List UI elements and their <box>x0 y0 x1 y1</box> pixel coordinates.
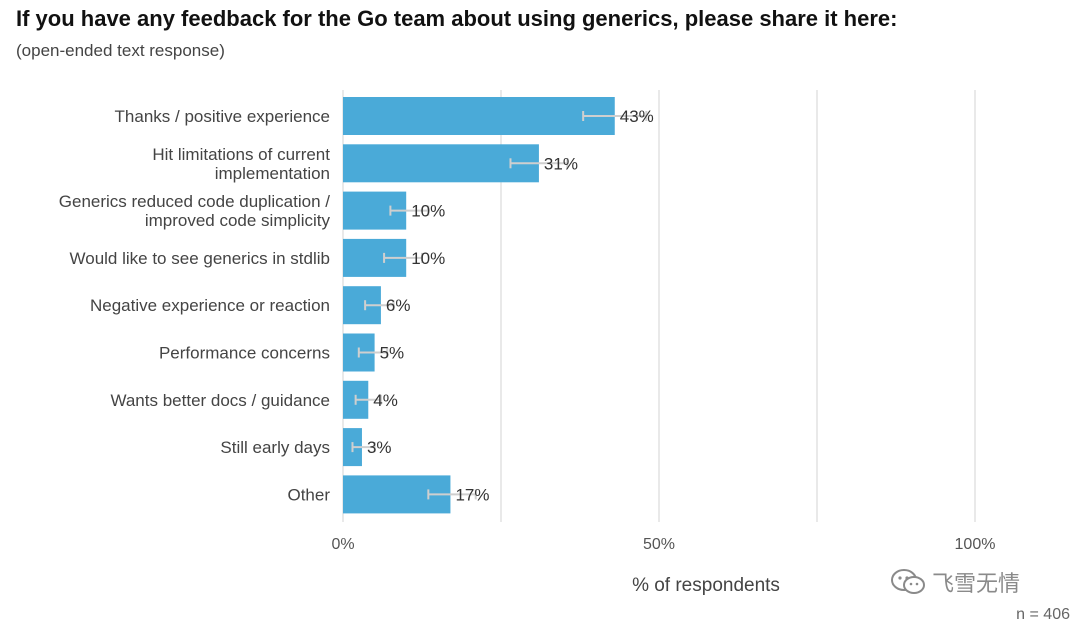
category-label: Negative experience or reaction <box>90 296 330 315</box>
category-label: Hit limitations of current implementation <box>152 145 330 183</box>
watermark-text: 飞雪无情 <box>932 572 1021 597</box>
value-label: 3% <box>367 438 392 457</box>
value-label: 31% <box>544 154 578 173</box>
category-label: Generics reduced code duplication / impro… <box>59 192 331 230</box>
category-label: Would like to see generics in stdlib <box>70 249 331 268</box>
value-label: 43% <box>620 107 654 126</box>
value-label: 10% <box>411 249 445 268</box>
bar <box>343 144 539 183</box>
category-label: Still early days <box>220 438 330 457</box>
category-label: Wants better docs / guidance <box>110 391 330 410</box>
x-tick-label: 0% <box>331 536 354 553</box>
value-label: 10% <box>411 202 445 221</box>
watermark: 飞雪无情 <box>890 566 1020 598</box>
chart-subtitle: (open-ended text response) <box>16 41 225 60</box>
value-label: 4% <box>373 391 398 410</box>
category-label: Performance concerns <box>159 344 330 363</box>
category-label: Other <box>287 485 330 504</box>
chart-title: If you have any feedback for the Go team… <box>16 6 898 31</box>
bar <box>343 97 615 135</box>
x-axis-label: % of respondents <box>632 575 780 596</box>
wechat-icon <box>891 569 925 594</box>
x-tick-label: 50% <box>643 536 675 553</box>
category-label: Thanks / positive experience <box>115 107 330 126</box>
sample-size: n = 406 <box>1016 606 1070 623</box>
value-label: 6% <box>386 296 411 315</box>
x-tick-label: 100% <box>955 536 996 553</box>
value-label: 5% <box>380 344 405 363</box>
value-label: 17% <box>455 485 489 504</box>
